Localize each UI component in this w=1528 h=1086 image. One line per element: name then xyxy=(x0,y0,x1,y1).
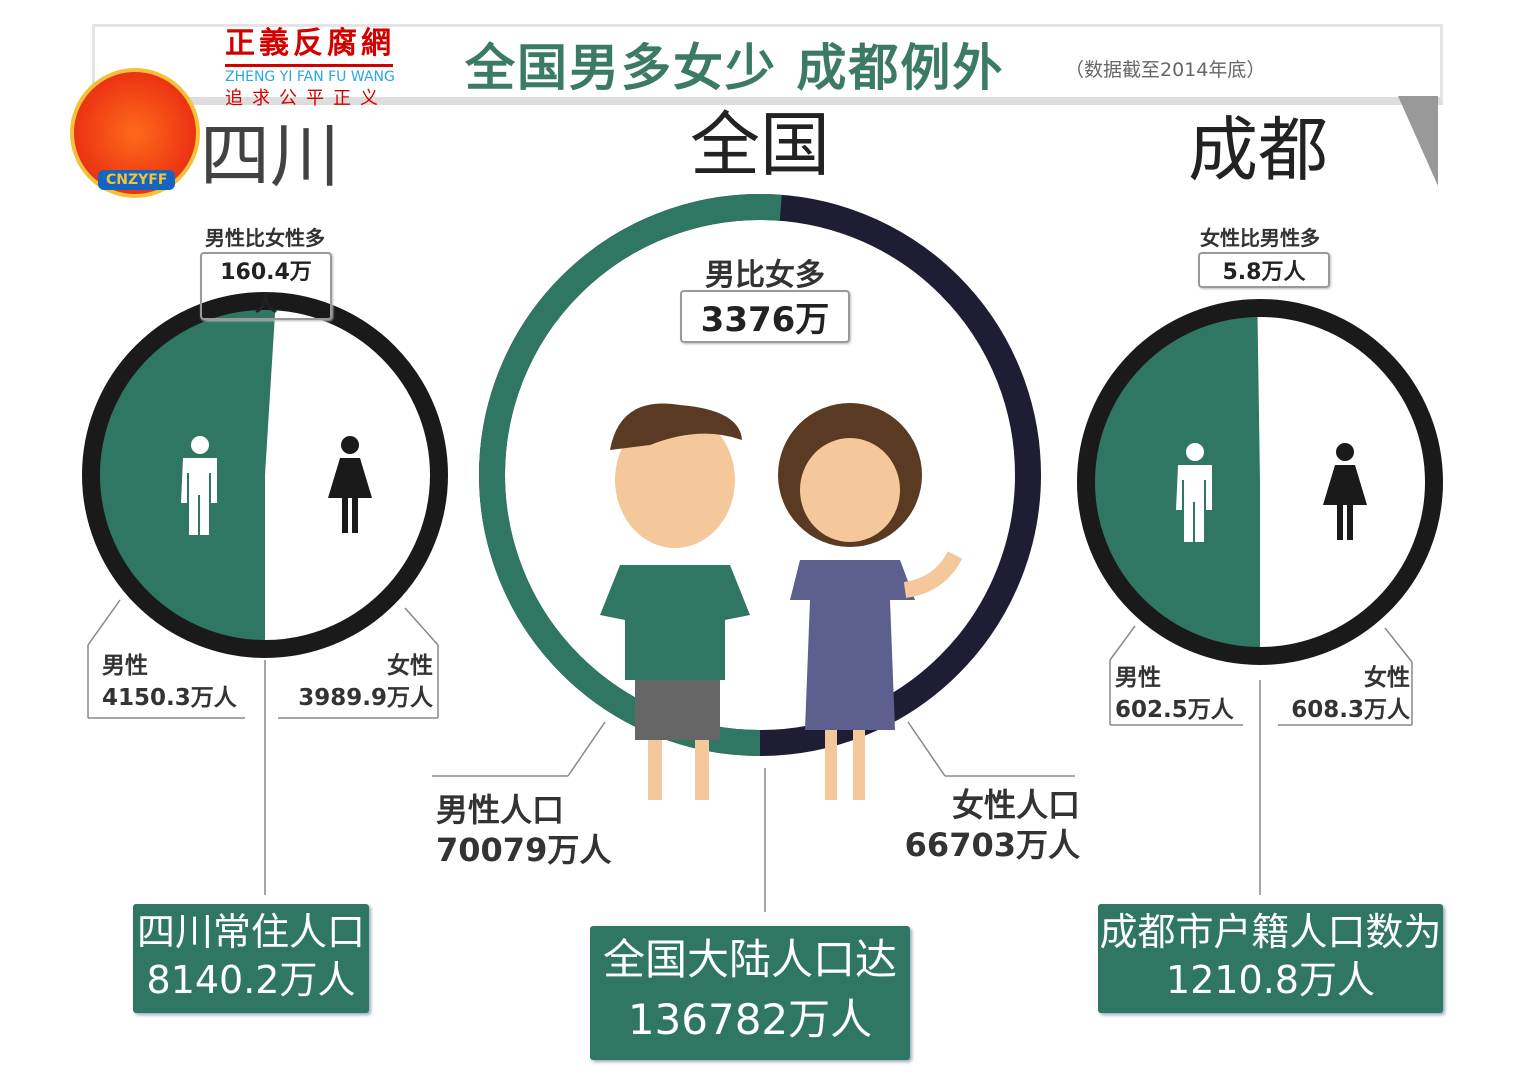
sichuan-male-icon-body xyxy=(181,458,217,535)
legend-value: 66703万人 xyxy=(904,826,1080,864)
chengdu-note-label: 女性比男性多 xyxy=(1200,226,1320,250)
leader-line xyxy=(1109,625,1136,661)
total-value: 1210.8万人 xyxy=(1166,958,1375,1002)
logo-badge: CNZYFF xyxy=(98,170,176,190)
logo-motto: 追求公平正义 xyxy=(225,88,387,109)
leader-line xyxy=(1384,627,1413,663)
national-male-arc xyxy=(479,194,782,756)
leader-line xyxy=(567,721,606,777)
legend-label: 男性 xyxy=(102,653,148,679)
region-title-chengdu: 成都 xyxy=(1188,109,1328,191)
national-total-box: 全国大陆人口达 136782万人 xyxy=(590,926,910,1060)
national-female-legend: 女性人口 66703万人 xyxy=(900,785,1080,865)
legend-label: 女性人口 xyxy=(951,786,1080,824)
chengdu-male-icon xyxy=(1186,443,1204,461)
chengdu-male-slice xyxy=(1088,310,1260,654)
chengdu-male-legend: 男性 602.5万人 xyxy=(1115,662,1234,726)
region-title-national: 全国 xyxy=(690,104,830,186)
girl-leg xyxy=(853,730,865,800)
boy-shirt xyxy=(600,565,750,680)
sichuan-female-icon xyxy=(341,436,359,454)
sichuan-female-icon-body xyxy=(328,458,372,533)
boy-leg xyxy=(648,740,662,800)
leader-line xyxy=(404,607,439,646)
legend-label: 男性人口 xyxy=(436,791,565,829)
national-male-legend: 男性人口 70079万人 xyxy=(436,790,611,870)
chengdu-female-legend: 女性 608.3万人 xyxy=(1275,662,1410,726)
legend-value: 608.3万人 xyxy=(1291,697,1410,723)
legend-value: 70079万人 xyxy=(436,831,612,869)
leader-line xyxy=(87,599,121,646)
boy-leg xyxy=(695,740,709,800)
chengdu-total-box: 成都市户籍人口数为 1210.8万人 xyxy=(1098,904,1443,1013)
sichuan-ring xyxy=(82,292,448,658)
boy-hair xyxy=(610,403,742,450)
boy-head xyxy=(615,412,735,548)
sichuan-female-legend: 女性 3989.9万人 xyxy=(288,650,433,714)
girl-face xyxy=(800,438,900,542)
girl-dress xyxy=(790,560,915,730)
logo-pinyin: ZHENG YI FAN FU WANG xyxy=(225,69,395,85)
subtitle: （数据截至2014年底） xyxy=(1065,59,1266,81)
total-value: 8140.2万人 xyxy=(146,958,356,1002)
leader-line xyxy=(907,721,946,777)
boy-shorts xyxy=(635,680,720,740)
total-label: 四川常住人口 xyxy=(136,910,365,954)
national-note-value: 3376万 xyxy=(680,290,850,343)
chengdu-note-value: 5.8万人 xyxy=(1198,252,1330,288)
chengdu-female-icon xyxy=(1336,443,1354,461)
chengdu-ring xyxy=(1077,299,1443,665)
legend-label: 女性 xyxy=(387,653,433,679)
legend-value: 602.5万人 xyxy=(1115,697,1234,723)
total-value: 136782万人 xyxy=(627,995,873,1044)
girl-arm xyxy=(903,551,963,598)
chengdu-male-icon-body xyxy=(1176,465,1212,542)
legend-label: 男性 xyxy=(1115,665,1161,691)
total-label: 成都市户籍人口数为 xyxy=(1099,910,1442,954)
sichuan-male-legend: 男性 4150.3万人 xyxy=(102,650,237,714)
region-title-sichuan: 四川 xyxy=(200,115,340,197)
sichuan-total-box: 四川常住人口 8140.2万人 xyxy=(133,904,369,1013)
chengdu-female-icon-body xyxy=(1323,465,1367,540)
banner-fold xyxy=(1398,96,1438,186)
legend-label: 女性 xyxy=(1364,665,1410,691)
sichuan-note-label: 男性比女性多 xyxy=(205,226,325,250)
total-label: 全国大陆人口达 xyxy=(602,935,897,984)
legend-value: 4150.3万人 xyxy=(102,685,237,711)
legend-value: 3989.9万人 xyxy=(298,685,433,711)
national-note-label: 男比女多 xyxy=(705,258,825,293)
logo-divider xyxy=(225,64,393,67)
sichuan-note-value: 160.4万人 xyxy=(200,252,332,320)
sichuan-male-icon xyxy=(191,436,209,454)
girl-leg xyxy=(825,730,837,800)
page-title: 全国男多女少 成都例外 xyxy=(465,39,1005,97)
logo-name: 正義反腐網 xyxy=(225,26,395,61)
